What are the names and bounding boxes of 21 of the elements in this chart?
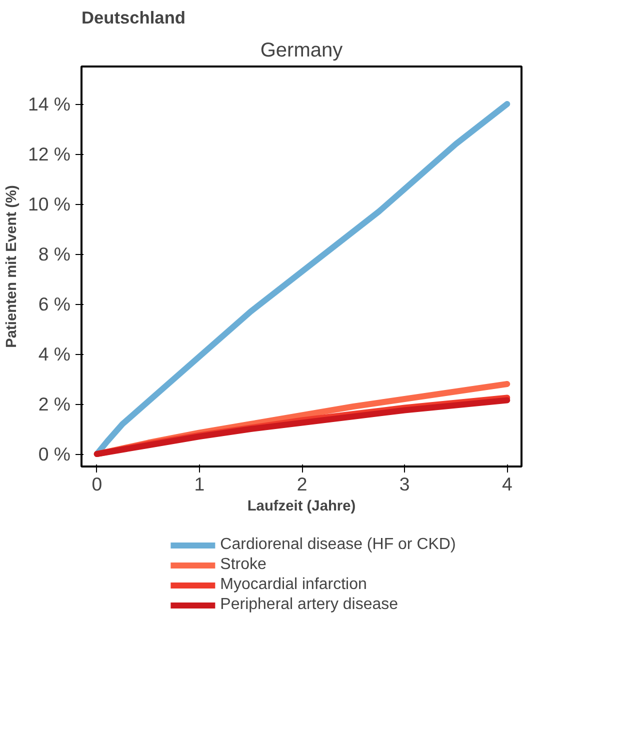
- y-tick-label: 2 %: [38, 394, 71, 414]
- y-tick-label: 4 %: [38, 344, 71, 364]
- y-tick-label: 14 %: [28, 94, 71, 114]
- y-tick-label: 6 %: [38, 294, 71, 314]
- y-tick-label: 0 %: [38, 444, 71, 464]
- y-tick-label: 8 %: [38, 244, 71, 264]
- x-tick-label: 4: [502, 474, 512, 494]
- y-tick-label: 12 %: [28, 144, 71, 164]
- x-axis-title: Laufzeit (Jahre): [247, 498, 356, 514]
- x-tick-label: 0: [92, 474, 102, 494]
- chart-title: Deutschland: [82, 8, 186, 28]
- legend-label: Stroke: [220, 556, 266, 574]
- x-tick-label: 1: [194, 474, 205, 494]
- chart-subtitle: Germany: [260, 40, 343, 62]
- y-axis-title: Patienten mit Event (%): [4, 184, 20, 348]
- legend-label: Peripheral artery disease: [220, 596, 398, 614]
- legend-label: Myocardial infarction: [220, 576, 367, 594]
- legend-label: Cardiorenal disease (HF or CKD): [220, 536, 456, 554]
- y-tick-label: 10 %: [28, 194, 71, 214]
- x-tick-label: 2: [296, 474, 308, 494]
- x-tick-label: 3: [399, 474, 410, 494]
